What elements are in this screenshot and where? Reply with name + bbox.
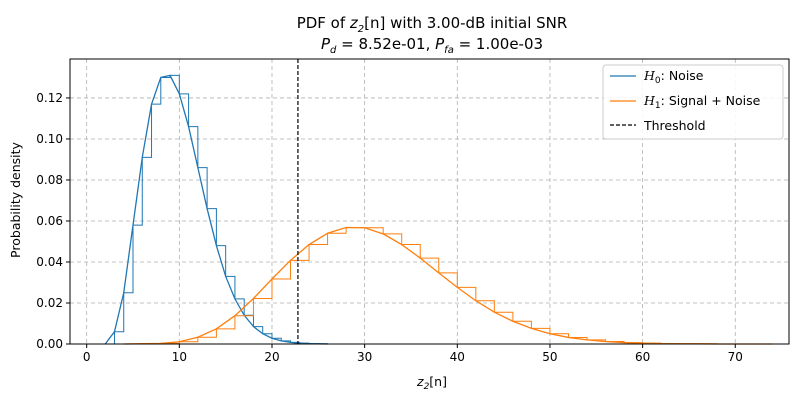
legend-label-threshold: Threshold [643,118,706,133]
series-line-0 [104,74,328,345]
chart-title-line2: Pd = 8.52e-01, Pfa = 1.00e-03 [321,35,543,56]
y-axis-label: Probability density [8,141,23,257]
x-tick-label: 70 [728,350,743,364]
legend-label-h0: H0: Noise [643,68,704,86]
y-tick-label: 0.08 [36,173,63,187]
y-tick-label: 0.02 [36,296,63,310]
x-tick-label: 10 [172,350,187,364]
series-step-0 [105,74,329,345]
y-tick-label: 0.00 [36,337,63,351]
x-tick-label: 30 [357,350,372,364]
y-axis-ticks: 0.00 0.02 0.04 0.06 0.08 0.10 0.12 [36,91,70,351]
x-axis-label: z2[n] [416,374,447,392]
x-axis-ticks: 0 10 20 30 40 50 60 70 [83,344,743,364]
x-tick-label: 50 [542,350,557,364]
plot-frame [69,58,790,345]
legend: H0: Noise H1: Signal + Noise Threshold [602,64,784,140]
y-tick-label: 0.12 [36,91,63,105]
y-tick-label: 0.10 [36,132,63,146]
chart-title-line1: PDF of z2[n] with 3.00-dB initial SNR [297,14,568,35]
series-line-1 [123,226,773,345]
x-tick-label: 0 [83,350,91,364]
legend-box [602,64,784,140]
y-tick-label: 0.06 [36,214,63,228]
x-tick-label: 40 [450,350,465,364]
x-tick-label: 60 [635,350,650,364]
legend-label-h1: H1: Signal + Noise [643,93,761,111]
series-step-1 [123,227,773,345]
y-tick-label: 0.04 [36,255,63,269]
x-tick-label: 20 [264,350,279,364]
